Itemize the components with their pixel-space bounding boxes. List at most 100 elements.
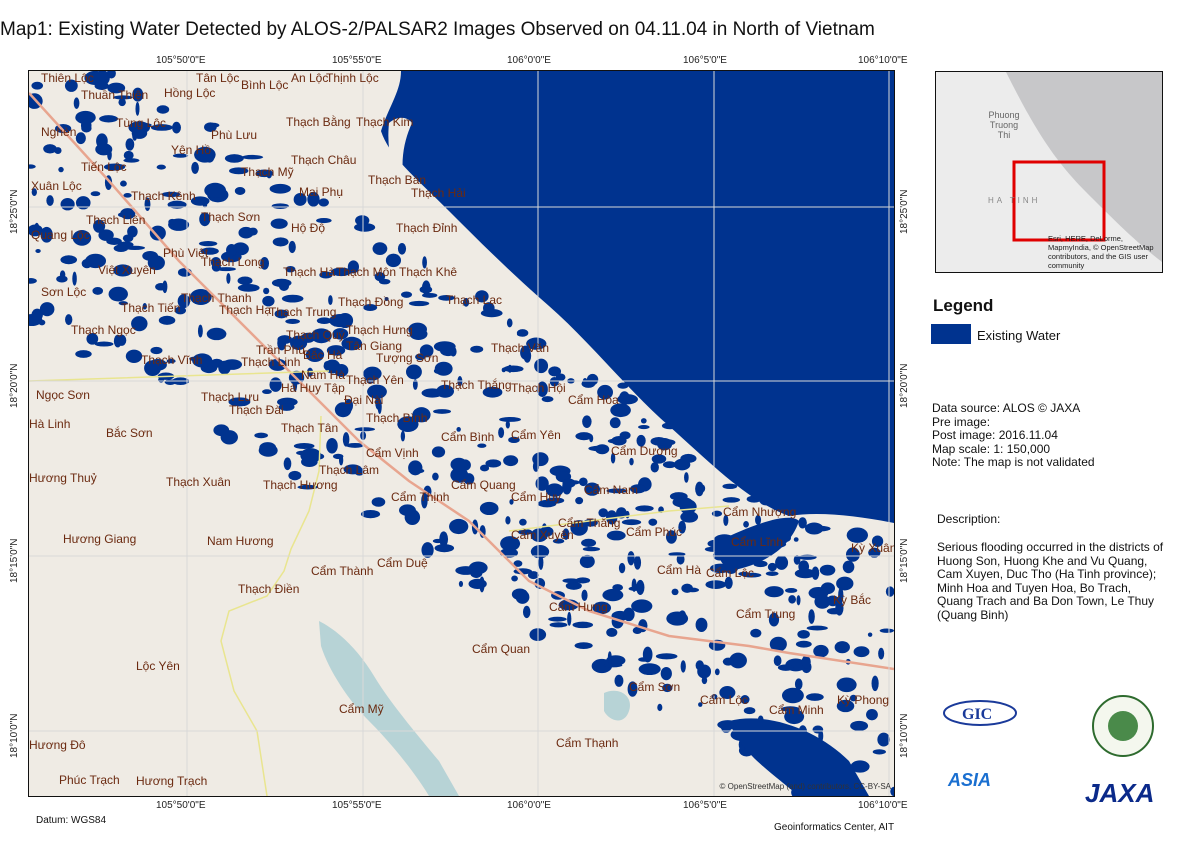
- water-patch: [586, 373, 599, 386]
- water-patch: [60, 255, 78, 265]
- water-patch: [216, 267, 236, 272]
- water-patch: [853, 646, 870, 658]
- water-patch: [729, 652, 747, 669]
- water-patch: [572, 621, 594, 629]
- water-patch: [363, 303, 378, 312]
- water-patch: [107, 82, 126, 94]
- place-label: Cẩm Yên: [511, 428, 561, 442]
- water-patch: [90, 191, 101, 197]
- water-patch: [653, 438, 676, 446]
- lon-tick-label: 105°55'0"E: [332, 55, 382, 66]
- water-patch: [541, 396, 554, 403]
- water-patch: [408, 322, 427, 337]
- water-patch: [721, 726, 731, 733]
- place-label: Thạch Đài: [229, 403, 284, 417]
- place-label: Thạch Ngọc: [71, 323, 136, 337]
- lake-small: [604, 690, 630, 721]
- water-patch: [174, 306, 187, 315]
- water-patch: [606, 510, 618, 525]
- place-label: Yên Hồ: [171, 143, 212, 157]
- water-patch: [711, 693, 718, 700]
- place-label: Bắc Hà: [303, 348, 343, 362]
- water-patch: [450, 457, 468, 472]
- water-patch: [397, 416, 419, 432]
- water-patch: [651, 454, 667, 464]
- place-label: Hương Đô: [29, 738, 86, 752]
- water-patch: [768, 612, 780, 627]
- map-attribution: © OpenStreetMap (and) contributors, CC-B…: [719, 781, 891, 791]
- place-label: Thạch Hải: [411, 186, 466, 200]
- place-label: Cẩm Nam: [584, 483, 639, 497]
- water-patch: [456, 427, 461, 432]
- water-patch: [399, 504, 416, 517]
- ait-logo: [1092, 695, 1154, 757]
- water-patch: [871, 675, 879, 692]
- water-patch: [108, 286, 128, 302]
- place-label: Ngọc Sơn: [36, 388, 90, 402]
- place-label: Cẩm Hòa: [568, 393, 619, 407]
- water-patch: [562, 479, 572, 495]
- water-patch: [662, 461, 677, 469]
- water-patch: [849, 694, 858, 702]
- water-patch: [515, 590, 530, 604]
- water-patch: [237, 284, 260, 292]
- water-patch: [113, 95, 133, 100]
- water-patch: [701, 676, 708, 685]
- lat-tick-label: 18°25'0"N: [9, 189, 20, 235]
- water-patch: [86, 333, 99, 345]
- pre-image: Pre image:: [932, 414, 991, 429]
- water-patch: [549, 622, 568, 628]
- place-label: Thạch Kênh: [131, 189, 196, 203]
- water-patch: [120, 208, 136, 220]
- place-label: Cẩm Quang: [451, 478, 516, 492]
- water-patch: [767, 562, 777, 572]
- water-patch: [479, 501, 499, 516]
- place-label: Thạch Vĩnh: [141, 353, 203, 367]
- water-patch: [288, 470, 302, 481]
- lake: [319, 621, 459, 796]
- water-patch: [92, 287, 104, 295]
- lon-tick-label: 106°10'0"E: [858, 55, 908, 66]
- water-patch: [29, 278, 37, 284]
- water-patch: [878, 647, 885, 660]
- inset-label-town: Phuong Truong Thi: [988, 110, 1020, 140]
- place-label: Cẩm Lộc: [706, 566, 755, 580]
- place-label: Thạch Sơn: [201, 210, 261, 224]
- water-patch: [198, 241, 218, 247]
- water-patch: [316, 317, 332, 324]
- water-patch: [567, 611, 572, 626]
- datum: Datum: WGS84: [36, 815, 107, 826]
- water-patch: [65, 314, 73, 326]
- water-patch: [234, 187, 246, 195]
- water-patch: [505, 420, 510, 429]
- water-patch: [795, 640, 812, 648]
- water-patch: [412, 407, 431, 423]
- water-patch: [545, 483, 564, 497]
- place-label: Hương Thuỷ: [29, 471, 97, 485]
- water-patch: [34, 222, 40, 233]
- water-patch: [719, 686, 736, 699]
- water-patch: [463, 297, 470, 307]
- water-patch: [617, 382, 629, 389]
- place-label: Thiên Lộc: [41, 71, 94, 85]
- place-label: Thạch Văn: [491, 341, 550, 355]
- water-patch: [433, 409, 452, 414]
- credit: Geoinformatics Center, AIT: [774, 822, 895, 833]
- water-patch: [813, 644, 829, 658]
- water-patch: [72, 229, 92, 246]
- water-patch: [166, 358, 176, 364]
- place-label: Cẩm Dương: [611, 444, 678, 458]
- water-patch: [248, 227, 258, 236]
- water-patch: [72, 271, 77, 286]
- water-patch: [371, 497, 386, 507]
- water-patch: [172, 121, 181, 134]
- water-patch: [106, 71, 116, 79]
- water-patch: [743, 521, 749, 528]
- water-patch: [278, 403, 295, 411]
- place-label: Thạch Lạc: [446, 293, 503, 307]
- water-patch: [623, 607, 635, 622]
- water-patch: [680, 660, 686, 673]
- map-title: Map1: Existing Water Detected by ALOS-2/…: [0, 19, 875, 40]
- water-patch: [610, 403, 631, 418]
- main-map[interactable]: Thiên Lộc Thuần Thiện Hồng Lộc Tân Lộc Bình …: [28, 70, 895, 797]
